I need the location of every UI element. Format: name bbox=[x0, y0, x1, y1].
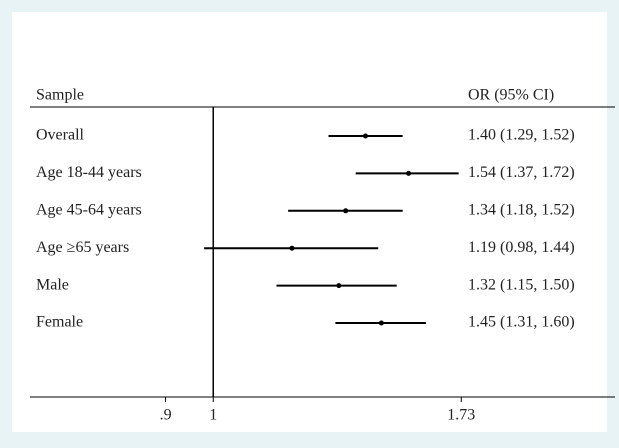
or-label: 1.54 (1.37, 1.72) bbox=[468, 164, 575, 181]
row-label: Age ≥65 years bbox=[36, 239, 129, 256]
x-tick-label: .9 bbox=[160, 407, 172, 424]
point-estimate bbox=[406, 170, 412, 176]
row-label: Female bbox=[36, 314, 83, 331]
row-label: Age 45-64 years bbox=[36, 201, 142, 218]
plot-panel bbox=[12, 12, 607, 432]
or-label: 1.45 (1.31, 1.60) bbox=[468, 314, 575, 331]
or-label: 1.34 (1.18, 1.52) bbox=[468, 201, 575, 218]
point-estimate bbox=[343, 208, 349, 214]
point-estimate bbox=[362, 133, 368, 139]
point-estimate bbox=[336, 283, 342, 289]
column-header: OR (95% CI) bbox=[468, 87, 554, 104]
x-tick-label: 1 bbox=[209, 407, 217, 424]
or-label: 1.40 (1.29, 1.52) bbox=[468, 127, 575, 144]
column-header: Sample bbox=[36, 87, 84, 104]
or-label: 1.32 (1.15, 1.50) bbox=[468, 276, 575, 293]
or-label: 1.19 (0.98, 1.44) bbox=[468, 239, 575, 256]
row-label: Age 18-44 years bbox=[36, 164, 142, 181]
row-label: Overall bbox=[36, 127, 85, 144]
row-label: Male bbox=[36, 276, 69, 293]
point-estimate bbox=[378, 320, 384, 326]
x-tick-label: 1.73 bbox=[447, 407, 475, 424]
point-estimate bbox=[289, 245, 295, 251]
